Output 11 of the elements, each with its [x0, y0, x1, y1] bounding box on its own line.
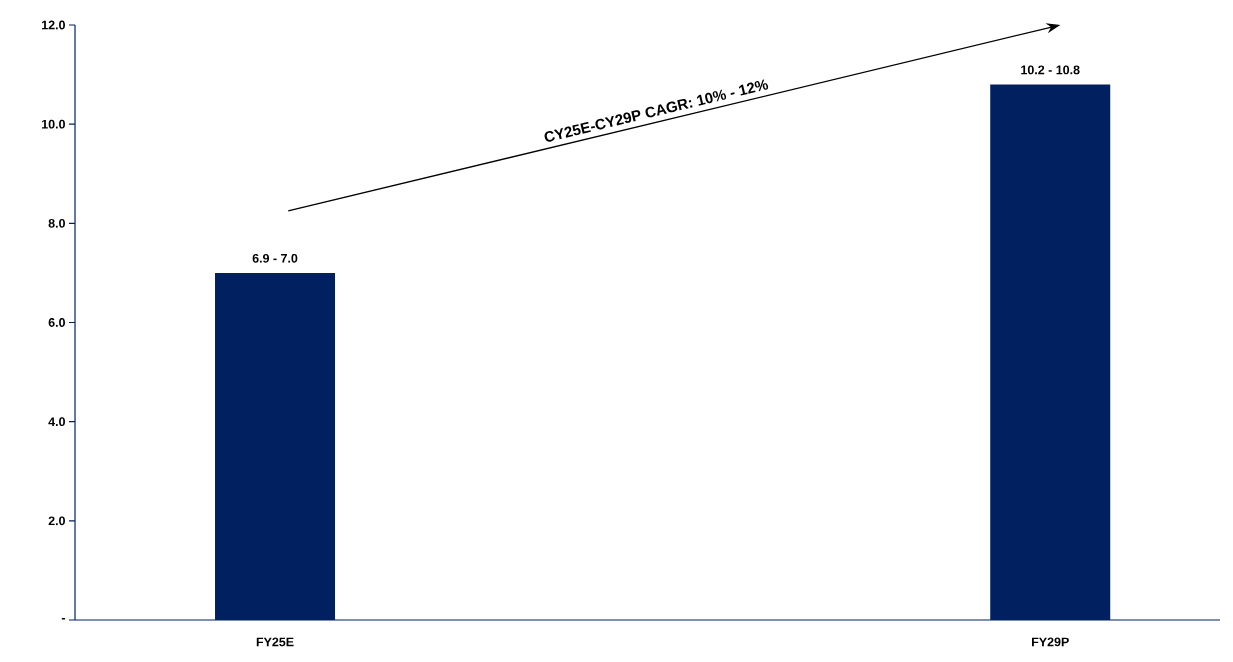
y-tick-label: 10.0: [42, 119, 65, 129]
y-tick-label: 4.0: [48, 417, 65, 427]
y-tick-label: 6.0: [48, 318, 65, 327]
y-tick-label: 8.0: [48, 218, 65, 228]
y-tick-label: 12.0: [42, 20, 65, 30]
y-tick-label: -: [61, 618, 65, 620]
annotation: 6.9 - 7.0: [252, 253, 298, 263]
annotation: 10.2 - 10.8: [1021, 65, 1080, 75]
y-tick-label: 2.0: [48, 516, 65, 526]
x-tick-label: FY25E: [256, 637, 294, 647]
x-tick-label: FY29P: [1032, 637, 1069, 647]
